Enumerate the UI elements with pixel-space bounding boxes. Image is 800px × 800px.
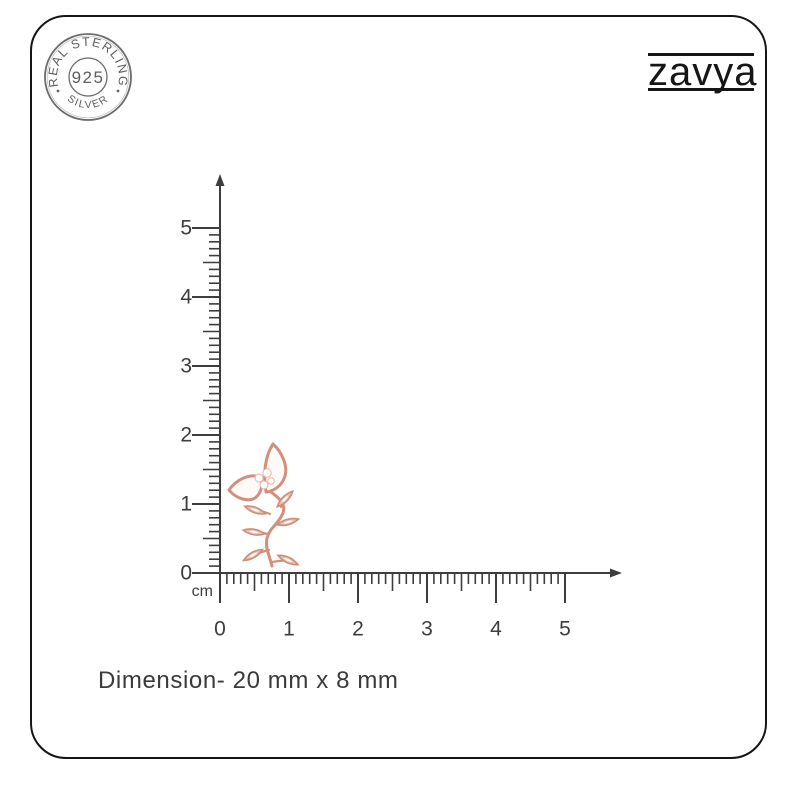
product-frame bbox=[30, 15, 767, 759]
logo-underline bbox=[648, 88, 754, 92]
stamp-center-text: 925 bbox=[72, 68, 105, 87]
svg-text:SILVER: SILVER bbox=[65, 93, 111, 112]
jewelry-marquise-leaves bbox=[241, 489, 301, 566]
stamp-outer-ring bbox=[44, 33, 132, 121]
dimension-note: Dimension- 20 mm x 8 mm bbox=[98, 667, 399, 694]
sterling-silver-925-stamp: REAL STERLING SILVER 925 bbox=[44, 33, 132, 121]
brand-logo: zavya bbox=[648, 50, 758, 94]
logo-overline bbox=[648, 53, 754, 56]
stamp-right-dot bbox=[116, 89, 120, 93]
stamp-left-dot bbox=[56, 89, 60, 93]
jewelry-top-open-leaves bbox=[227, 442, 288, 502]
jewelry-center-stones bbox=[254, 468, 275, 490]
stamp-arc-bottom-text: SILVER bbox=[65, 93, 109, 112]
logo-wordmark: zavya bbox=[648, 50, 758, 94]
stamp-outer-ring-inner-line bbox=[46, 35, 130, 119]
stamp-inner-ring bbox=[68, 57, 108, 97]
product-image-jewelry bbox=[227, 442, 301, 568]
